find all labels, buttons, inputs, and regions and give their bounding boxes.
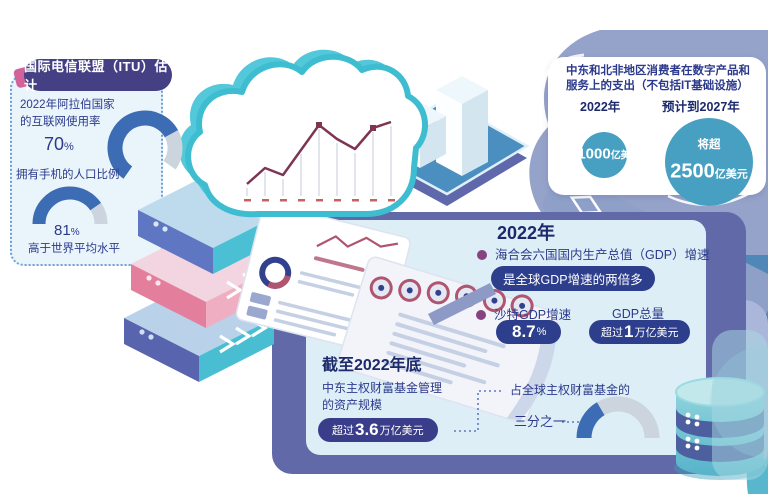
mena-2027-value: 2500亿美元 [670,160,748,183]
swf-title: 截至2022年底 [322,357,422,374]
gdp-panel-title: 2022年 [497,223,556,243]
mena-card-title-line2: 服务上的支出（不包括IT基础设施） [566,80,749,92]
mobile-stat-value: 81% [54,222,80,239]
swf-amount-pill: 超过 3.6 万亿美元 [318,418,438,442]
mobile-stat-label: 拥有手机的人口比例 [16,169,120,181]
internet-stat-line1: 2022年阿拉伯国家 [20,99,115,111]
gdp-item1-note-pill: 是全球GDP增速的两倍多 [491,266,655,291]
swf-share-gauge [576,396,660,439]
bullet-dot [477,250,487,260]
mena-2022-label: 2022年 [580,100,621,114]
mena-2022-value: 约1000亿美元 [567,145,641,163]
gdp-total-value-pill: 超过 1 万亿美元 [589,320,691,344]
swf-share-label: 占全球主权财富基金的 [510,383,631,397]
internet-stat-line2: 的互联网使用率 [20,116,101,128]
itu-panel-title: 国际电信联盟（ITU）估计 [24,59,168,93]
swf-share-value: 三分之一 [514,414,567,429]
swf-desc2: 的资产规模 [322,398,383,412]
itu-panel-header: 国际电信联盟（ITU）估计 [24,59,172,93]
gdp-item2-value-pill: 8.7% [496,320,562,344]
mena-card-title-line1: 中东和北非地区消费者在数字产品和 [566,65,750,77]
gdp-item1-label: 海合会六国国内生产总值（GDP）增速 [495,248,710,262]
bullet-dot [476,310,486,320]
mena-2027-label: 预计到2027年 [662,100,740,114]
mena-2027-prefix: 将超 [697,138,721,151]
internet-stat-value: 70% [44,134,74,154]
mobile-stat-note: 高于世界平均水平 [28,243,120,255]
swf-desc1: 中东主权财富基金管理 [322,381,443,395]
